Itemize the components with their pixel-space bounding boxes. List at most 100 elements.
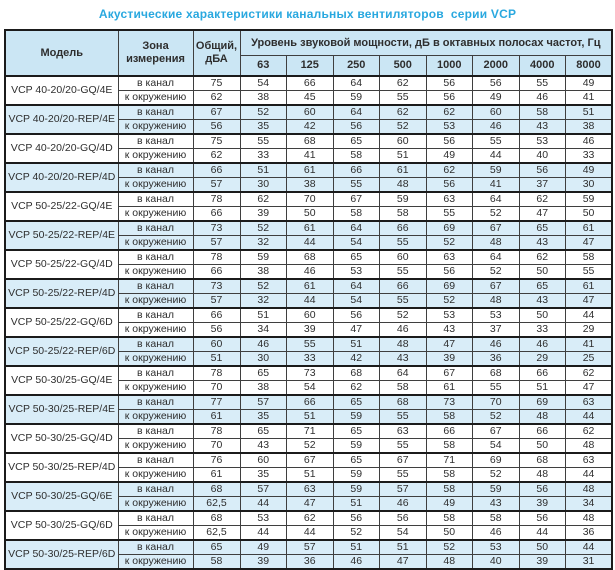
spl-value-cell-125: 39 [286, 322, 334, 338]
spl-value-cell-4000: 62 [518, 191, 566, 207]
spl-value-cell-250: 65 [332, 452, 380, 468]
spl-value-cell-250: 64 [332, 104, 380, 120]
spl-value-cell-63: 51 [239, 162, 287, 178]
spl-value-cell-125: 61 [286, 220, 334, 236]
total-dba-cell: 51 [192, 351, 241, 367]
spl-value-cell-500: 63 [379, 423, 427, 439]
zone-cell: в канал [117, 307, 194, 323]
spl-value-cell-250: 59 [332, 481, 380, 497]
table-row: VCP 50-25/22-REP/4E в канал 73 52 61 64 66 69 67… [4, 220, 613, 251]
spl-value-cell-500: 56 [379, 510, 427, 526]
spl-value-cell-1000: 56 [425, 264, 473, 280]
spl-value-cell-500: 51 [379, 539, 427, 555]
spl-value-cell-250: 66 [332, 162, 380, 178]
total-dba-cell: 75 [192, 75, 241, 91]
zone-cell: к окружению [117, 380, 194, 396]
spl-value-cell-125: 68 [286, 249, 334, 265]
spl-value-cell-250: 68 [332, 365, 380, 381]
zone-cell: в канал [117, 510, 194, 526]
spl-value-cell-250: 42 [332, 351, 380, 367]
total-dba-cell: 57 [192, 293, 241, 309]
total-dba-cell: 76 [192, 452, 241, 468]
table-row: к окружению 70 43 52 59 55 58 54 50 48 [5, 438, 613, 454]
spl-value-cell-2000: 53 [472, 539, 520, 555]
total-dba-cell: 67 [192, 104, 241, 120]
spl-value-cell-125: 70 [286, 191, 334, 207]
zone-cell: к окружению [117, 467, 194, 483]
table-row: VCP 50-25/22-REP/6D в канал 60 46 55 51 48 47 46… [4, 336, 613, 367]
table-body: VCP 40-20/20-GQ/4E в канал 75 54 66 64 62 56 56 5… [4, 75, 613, 570]
table-row: к окружению 58 39 36 46 47 48 40 39 31 [5, 554, 613, 570]
zone-cell: в канал [117, 162, 194, 178]
spl-value-cell-250: 54 [332, 235, 380, 251]
spl-value-cell-500: 55 [379, 90, 427, 106]
spl-value-cell-8000: 51 [565, 104, 613, 120]
spl-value-cell-1000: 52 [425, 539, 473, 555]
model-name-cell: VCP 50-25/22-GQ/4E [4, 191, 119, 222]
spl-value-cell-250: 64 [332, 278, 380, 294]
spl-value-cell-1000: 66 [425, 423, 473, 439]
spl-value-cell-500: 61 [379, 162, 427, 178]
spl-value-cell-8000: 30 [565, 177, 613, 193]
model-name-cell: VCP 50-30/25-GQ/6D [4, 510, 119, 541]
spl-value-cell-4000: 46 [518, 336, 566, 352]
spl-value-cell-500: 55 [379, 438, 427, 454]
spl-value-cell-125: 47 [286, 496, 334, 512]
spl-value-cell-4000: 39 [518, 554, 566, 570]
spl-value-cell-500: 60 [379, 133, 427, 149]
spl-value-cell-8000: 62 [565, 365, 613, 381]
spl-value-cell-8000: 33 [565, 148, 613, 164]
spl-value-cell-125: 51 [286, 409, 334, 425]
model-name-cell: VCP 50-30/25-REP/6D [4, 539, 119, 570]
header-freq-250: 250 [332, 55, 380, 77]
table-row: VCP 50-25/22-GQ/4E в канал 78 62 70 67 59 63 64 6… [4, 191, 613, 222]
header-freq-125: 125 [286, 55, 334, 77]
spl-value-cell-500: 52 [379, 307, 427, 323]
spl-value-cell-125: 55 [286, 336, 334, 352]
spl-value-cell-4000: 29 [518, 351, 566, 367]
spl-value-cell-63: 52 [239, 278, 287, 294]
table-row: к окружению 62,5 44 47 51 46 49 43 39 34 [5, 496, 613, 512]
zone-cell: в канал [117, 539, 194, 555]
table-row: к окружению 57 32 44 54 55 52 48 43 47 [5, 235, 613, 251]
spl-value-cell-63: 43 [239, 438, 287, 454]
table-row: к окружению 57 32 44 54 55 52 48 43 47 [5, 293, 613, 309]
spl-value-cell-125: 66 [286, 394, 334, 410]
spl-value-cell-2000: 60 [472, 104, 520, 120]
spl-value-cell-125: 60 [286, 104, 334, 120]
header-freq-2000: 2000 [472, 55, 520, 77]
spl-value-cell-63: 44 [239, 525, 287, 541]
spl-value-cell-2000: 52 [472, 409, 520, 425]
total-dba-cell: 61 [192, 409, 241, 425]
spl-value-cell-1000: 67 [425, 365, 473, 381]
spl-value-cell-1000: 58 [425, 481, 473, 497]
spl-value-cell-500: 64 [379, 365, 427, 381]
spl-value-cell-4000: 33 [518, 322, 566, 338]
spl-value-cell-63: 53 [239, 510, 287, 526]
spl-value-cell-4000: 56 [518, 510, 566, 526]
model-name-cell: VCP 40-20/20-REP/4D [4, 162, 119, 193]
spl-value-cell-4000: 48 [518, 467, 566, 483]
total-dba-cell: 66 [192, 162, 241, 178]
spl-value-cell-500: 55 [379, 409, 427, 425]
total-dba-cell: 70 [192, 380, 241, 396]
spl-value-cell-125: 54 [286, 380, 334, 396]
total-dba-cell: 68 [192, 510, 241, 526]
header-freq-63: 63 [239, 55, 287, 77]
spl-value-cell-250: 51 [332, 539, 380, 555]
spl-value-cell-250: 56 [332, 307, 380, 323]
spl-value-cell-500: 48 [379, 336, 427, 352]
spl-value-cell-8000: 47 [565, 380, 613, 396]
spl-value-cell-8000: 46 [565, 133, 613, 149]
spl-value-cell-1000: 49 [425, 496, 473, 512]
spl-value-cell-1000: 58 [425, 467, 473, 483]
spl-value-cell-250: 67 [332, 191, 380, 207]
spl-value-cell-500: 55 [379, 467, 427, 483]
spl-value-cell-1000: 56 [425, 177, 473, 193]
table-row: VCP 50-30/25-REP/4D в канал 76 60 67 65 67 71 69… [4, 452, 613, 483]
spl-value-cell-8000: 48 [565, 510, 613, 526]
spl-value-cell-4000: 53 [518, 133, 566, 149]
spl-value-cell-500: 55 [379, 235, 427, 251]
spl-value-cell-1000: 62 [425, 104, 473, 120]
